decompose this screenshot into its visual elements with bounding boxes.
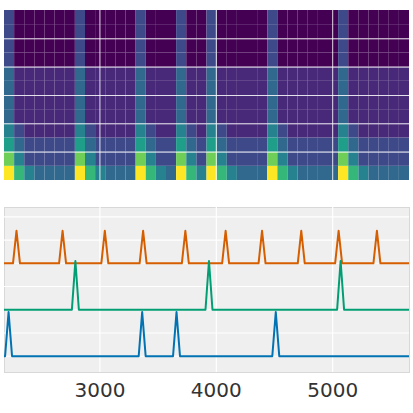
- svg-text:3000: 3000: [74, 378, 125, 402]
- svg-text:5000: 5000: [307, 378, 358, 402]
- svg-text:4000: 4000: [191, 378, 242, 402]
